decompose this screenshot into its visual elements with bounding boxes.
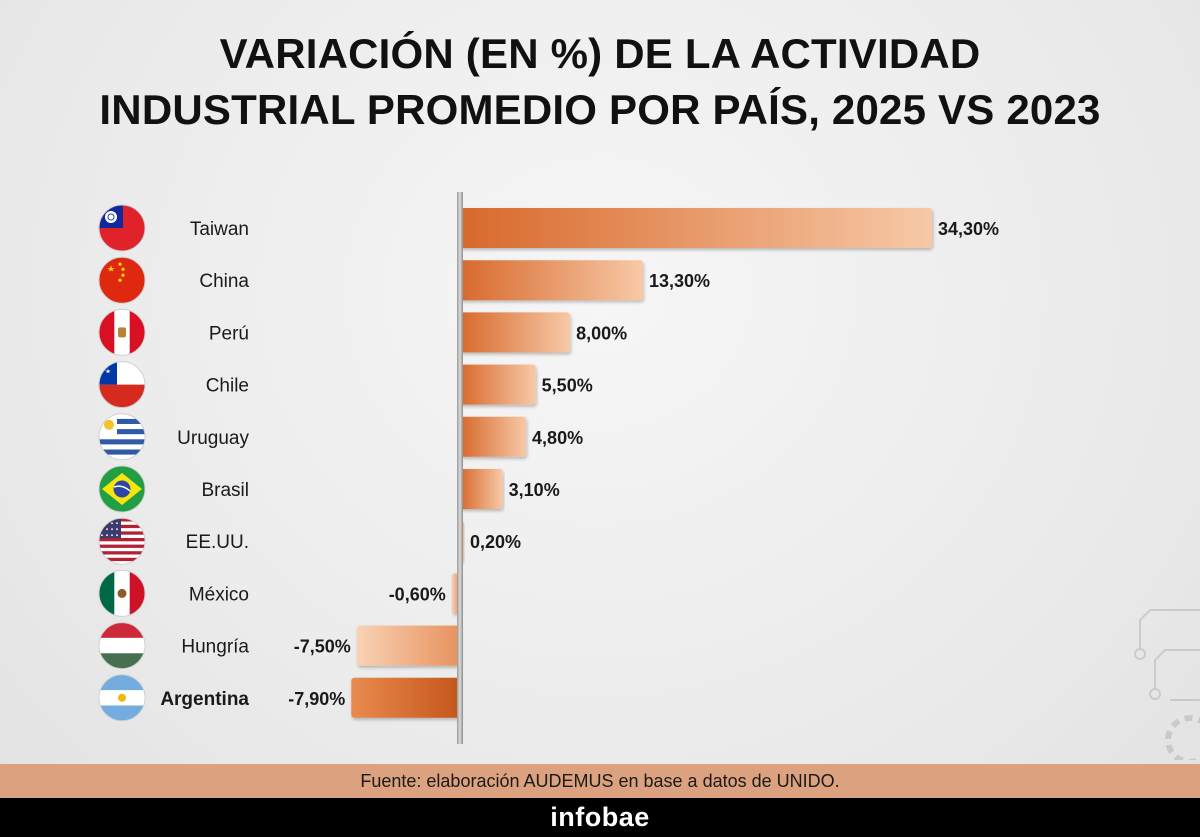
bar bbox=[460, 364, 536, 405]
title-line-2: INDUSTRIAL PROMEDIO POR PAÍS, 2025 VS 20… bbox=[99, 86, 1101, 133]
data-label: 5,50% bbox=[542, 376, 593, 396]
category-label: Argentina bbox=[160, 689, 249, 710]
category-label: Taiwan bbox=[190, 219, 249, 240]
data-label: 13,30% bbox=[649, 271, 710, 291]
taiwan-flag-icon bbox=[98, 204, 146, 252]
data-label: 3,10% bbox=[509, 480, 560, 500]
peru-flag-icon bbox=[98, 308, 146, 356]
category-label: Perú bbox=[209, 323, 249, 344]
category-label: China bbox=[199, 271, 249, 292]
data-label: 0,20% bbox=[470, 532, 521, 552]
uruguay-flag-icon bbox=[98, 413, 146, 461]
category-label: EE.UU. bbox=[186, 532, 249, 553]
data-label: 8,00% bbox=[576, 323, 627, 343]
category-label: Uruguay bbox=[177, 428, 249, 449]
bar bbox=[356, 625, 460, 666]
data-label: 34,30% bbox=[938, 219, 999, 239]
data-label: -7,90% bbox=[288, 689, 345, 709]
bar-chart: Taiwan 34,30% China 13,30% Perú 8,00% Chile 5,5… bbox=[98, 192, 999, 744]
brazil-flag-icon bbox=[98, 465, 146, 513]
bar bbox=[460, 416, 527, 457]
zero-axis bbox=[457, 192, 463, 744]
bar bbox=[351, 677, 460, 718]
title-line-1: VARIACIÓN (EN %) DE LA ACTIVIDAD bbox=[219, 30, 981, 77]
source-note: Fuente: elaboración AUDEMUS en base a da… bbox=[0, 764, 1200, 798]
category-label: Brasil bbox=[201, 480, 249, 501]
bar bbox=[460, 312, 571, 353]
argentina-flag-icon bbox=[98, 674, 146, 722]
data-label: 4,80% bbox=[532, 428, 583, 448]
bar bbox=[460, 260, 644, 301]
hungary-flag-icon bbox=[98, 622, 146, 670]
china-flag-icon bbox=[98, 256, 146, 304]
usa-flag-icon bbox=[98, 517, 146, 565]
circuit-decoration bbox=[1134, 609, 1200, 760]
infobae-logo: infobae bbox=[0, 798, 1200, 837]
mexico-flag-icon bbox=[98, 569, 146, 617]
chart-title: VARIACIÓN (EN %) DE LA ACTIVIDAD INDUSTR… bbox=[0, 26, 1200, 138]
data-label: -7,50% bbox=[294, 637, 351, 657]
bar bbox=[460, 469, 503, 509]
chile-flag-icon bbox=[98, 361, 146, 409]
category-label: México bbox=[189, 584, 249, 605]
category-label: Hungría bbox=[181, 637, 249, 658]
data-label: -0,60% bbox=[389, 584, 446, 604]
category-label: Chile bbox=[206, 376, 249, 397]
bar bbox=[460, 208, 932, 248]
